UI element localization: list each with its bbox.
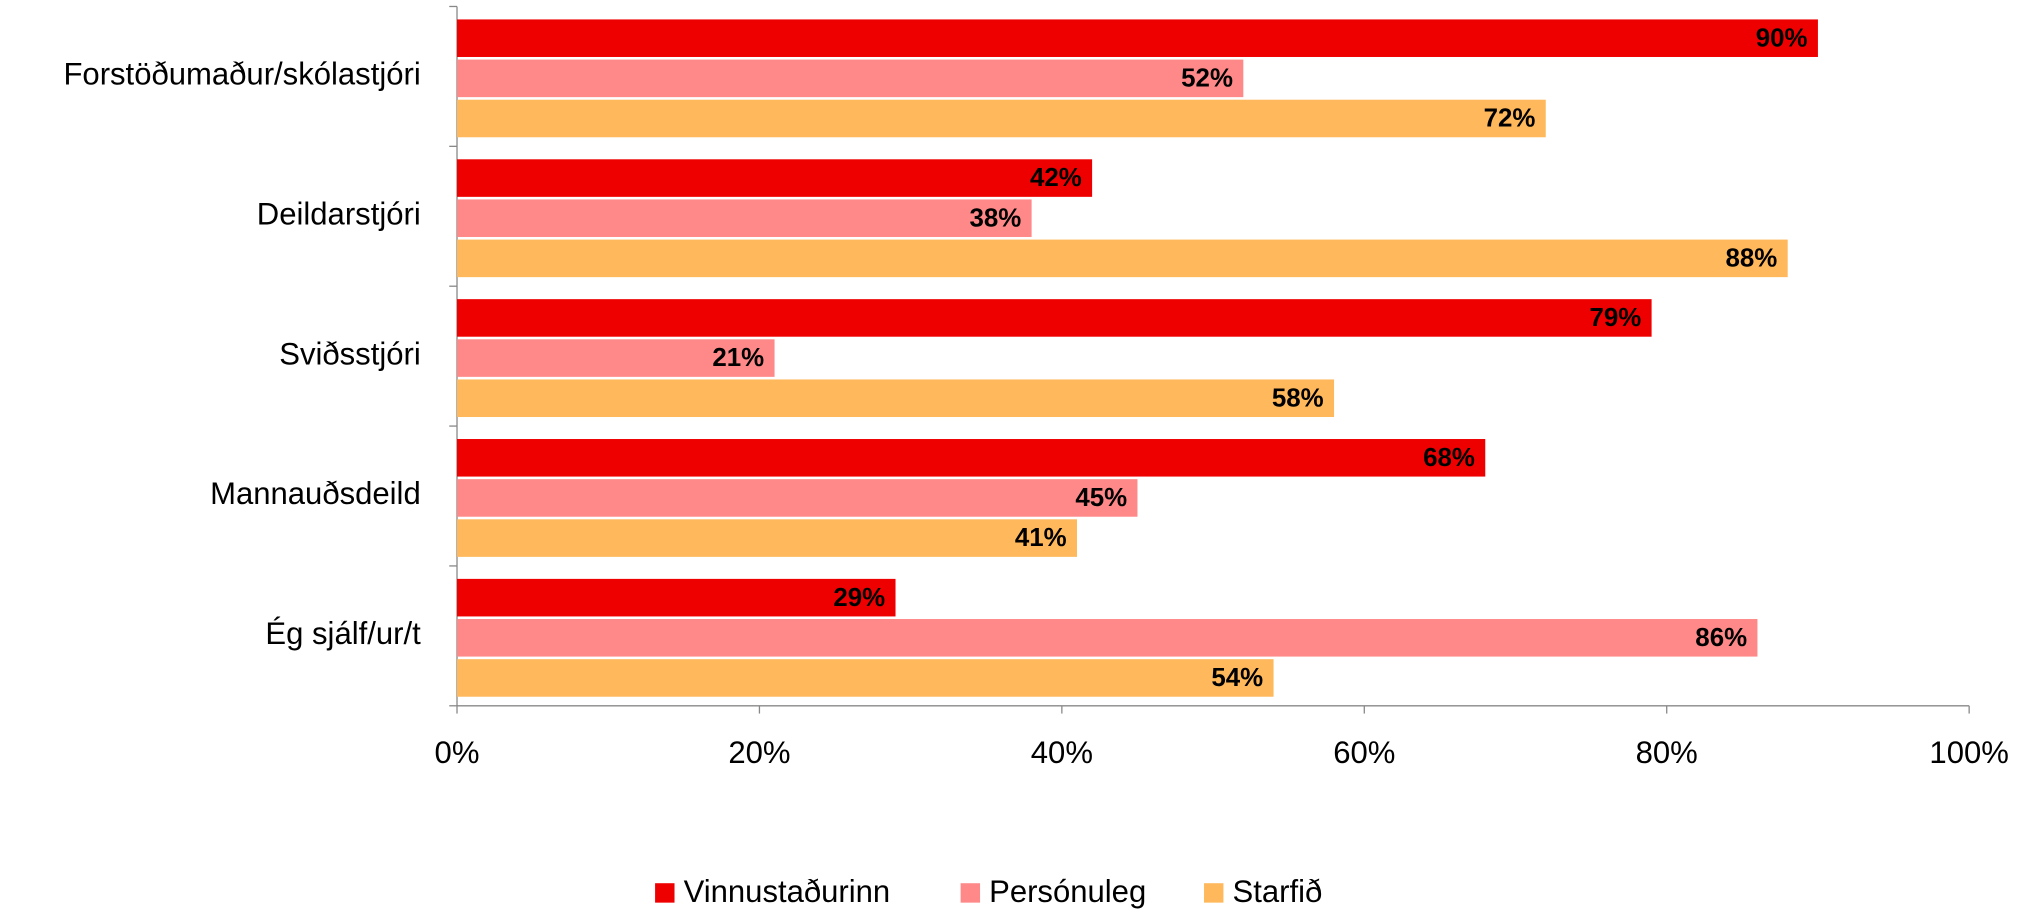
bar bbox=[457, 439, 1486, 477]
category-label: Mannauðsdeild bbox=[210, 476, 421, 511]
x-tick-label: 0% bbox=[435, 735, 480, 770]
value-label: 72% bbox=[1484, 105, 1536, 133]
bar bbox=[457, 239, 1788, 278]
value-label: 79% bbox=[1589, 304, 1641, 332]
category-label: Deildarstjóri bbox=[257, 196, 421, 231]
bar bbox=[457, 379, 1335, 418]
legend-swatch bbox=[960, 883, 981, 903]
legend-label: Starfið bbox=[1233, 874, 1323, 909]
bar bbox=[457, 339, 775, 377]
x-tick-label: 100% bbox=[1929, 735, 2008, 770]
value-label: 45% bbox=[1075, 484, 1127, 512]
bar bbox=[457, 199, 1032, 237]
bar bbox=[457, 59, 1244, 98]
legend-label: Persónuleg bbox=[989, 874, 1146, 909]
category-label: Forstöðumaður/skólastjóri bbox=[63, 57, 420, 92]
x-tick-label: 60% bbox=[1333, 735, 1395, 770]
value-label: 41% bbox=[1015, 524, 1067, 552]
value-label: 52% bbox=[1181, 64, 1233, 92]
value-label: 54% bbox=[1211, 664, 1263, 692]
x-tick-label: 40% bbox=[1031, 735, 1093, 770]
value-label: 38% bbox=[969, 204, 1021, 232]
legend-swatch bbox=[1204, 883, 1224, 903]
legend-swatch bbox=[655, 883, 675, 903]
category-label: Sviðsstjóri bbox=[279, 336, 421, 371]
bar bbox=[457, 479, 1138, 517]
value-label: 29% bbox=[833, 584, 885, 612]
bar bbox=[457, 519, 1077, 557]
value-label: 21% bbox=[712, 344, 764, 372]
value-label: 86% bbox=[1695, 624, 1747, 652]
x-tick-label: 80% bbox=[1636, 735, 1698, 770]
value-label: 88% bbox=[1726, 244, 1778, 272]
category-label: Ég sjálf/ur/t bbox=[265, 616, 421, 651]
bar bbox=[457, 19, 1818, 57]
legend-label: Vinnustaðurinn bbox=[684, 874, 891, 909]
bar bbox=[457, 99, 1546, 138]
value-label: 90% bbox=[1756, 24, 1808, 52]
bar bbox=[457, 619, 1758, 657]
x-tick-label: 20% bbox=[728, 735, 790, 770]
value-label: 68% bbox=[1423, 444, 1475, 472]
bar bbox=[457, 159, 1093, 197]
value-label: 58% bbox=[1272, 384, 1324, 412]
bar bbox=[457, 299, 1652, 337]
bar bbox=[457, 659, 1274, 697]
value-label: 42% bbox=[1030, 164, 1082, 192]
bar bbox=[457, 578, 896, 617]
